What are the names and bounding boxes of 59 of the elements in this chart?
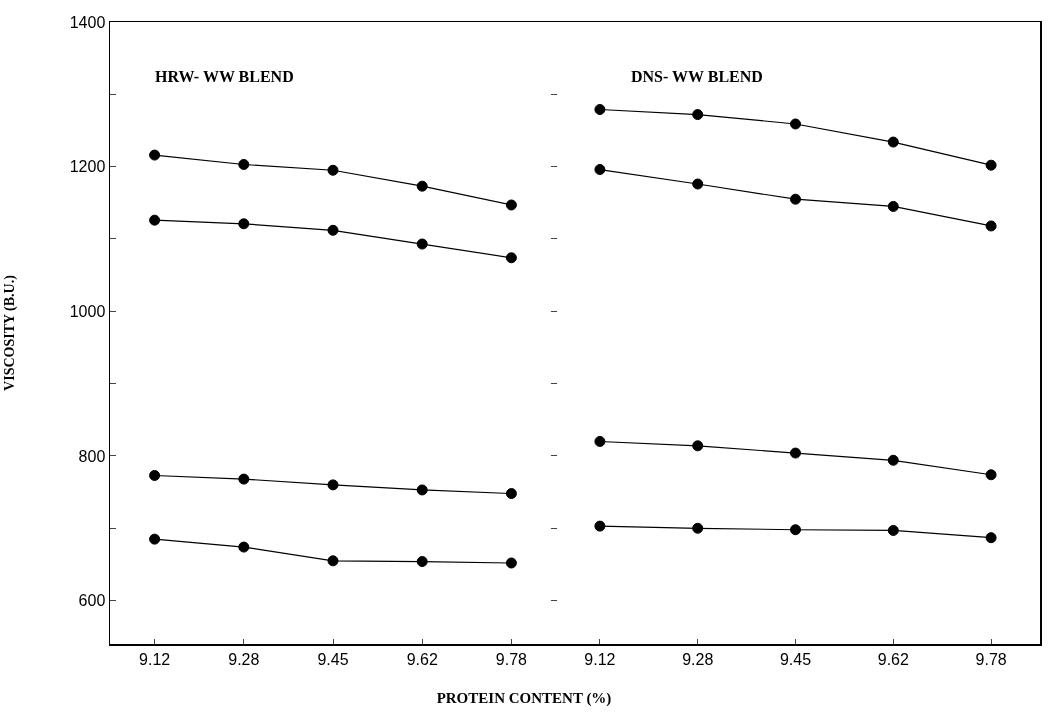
point xyxy=(985,469,997,481)
point xyxy=(238,473,250,485)
point xyxy=(416,556,428,568)
point xyxy=(416,180,428,192)
point xyxy=(416,238,428,250)
point xyxy=(790,193,801,205)
y-tick-label: 600 xyxy=(78,592,106,610)
y-tick-label: 1000 xyxy=(69,302,106,320)
x-tick-label: 9.78 xyxy=(975,650,1007,668)
x-tick-label: 9.45 xyxy=(317,650,349,668)
point xyxy=(692,109,704,121)
point xyxy=(327,164,339,176)
y-tick-label: 800 xyxy=(78,447,106,465)
point xyxy=(238,541,250,553)
point xyxy=(149,214,161,226)
point xyxy=(594,435,606,447)
y-axis-title: VISCOSITY (B.U.) xyxy=(1,274,18,391)
point xyxy=(985,532,997,544)
point xyxy=(327,224,339,236)
point xyxy=(238,158,250,170)
point xyxy=(505,488,517,500)
point xyxy=(692,178,704,190)
y-tick-label: 1400 xyxy=(69,13,106,31)
x-tick-label: 9.62 xyxy=(877,650,909,668)
point xyxy=(594,104,606,116)
point xyxy=(149,149,161,161)
point xyxy=(416,484,428,496)
y-tick-label: 1200 xyxy=(69,158,106,176)
point xyxy=(887,200,899,212)
x-tick-label: 9.12 xyxy=(139,650,171,668)
text: DNS- WW BLEND xyxy=(631,67,763,85)
point xyxy=(692,440,704,452)
x-tick-label: 9.12 xyxy=(584,650,616,668)
point xyxy=(505,199,517,211)
x-tick-label: 9.62 xyxy=(406,650,438,668)
point xyxy=(594,520,606,532)
text: HRW- WW BLEND xyxy=(155,67,294,85)
point xyxy=(790,524,801,536)
point xyxy=(887,454,899,466)
point xyxy=(149,469,161,481)
point xyxy=(238,218,250,230)
point xyxy=(985,220,997,232)
point xyxy=(505,557,517,569)
point xyxy=(149,533,161,545)
point xyxy=(790,447,801,459)
point xyxy=(887,136,899,148)
x-tick-label: 9.28 xyxy=(228,650,260,668)
point xyxy=(327,555,339,567)
x-tick-label: 9.45 xyxy=(779,650,812,668)
point xyxy=(505,252,517,264)
point xyxy=(790,118,801,130)
x-tick-label: 9.28 xyxy=(682,650,714,668)
x-axis-title: PROTEIN CONTENT (%) xyxy=(435,690,613,707)
x-tick-label: 9.78 xyxy=(495,650,528,668)
point xyxy=(327,479,339,491)
point xyxy=(887,524,899,536)
point xyxy=(985,159,997,171)
point xyxy=(692,522,704,534)
point xyxy=(594,164,606,176)
